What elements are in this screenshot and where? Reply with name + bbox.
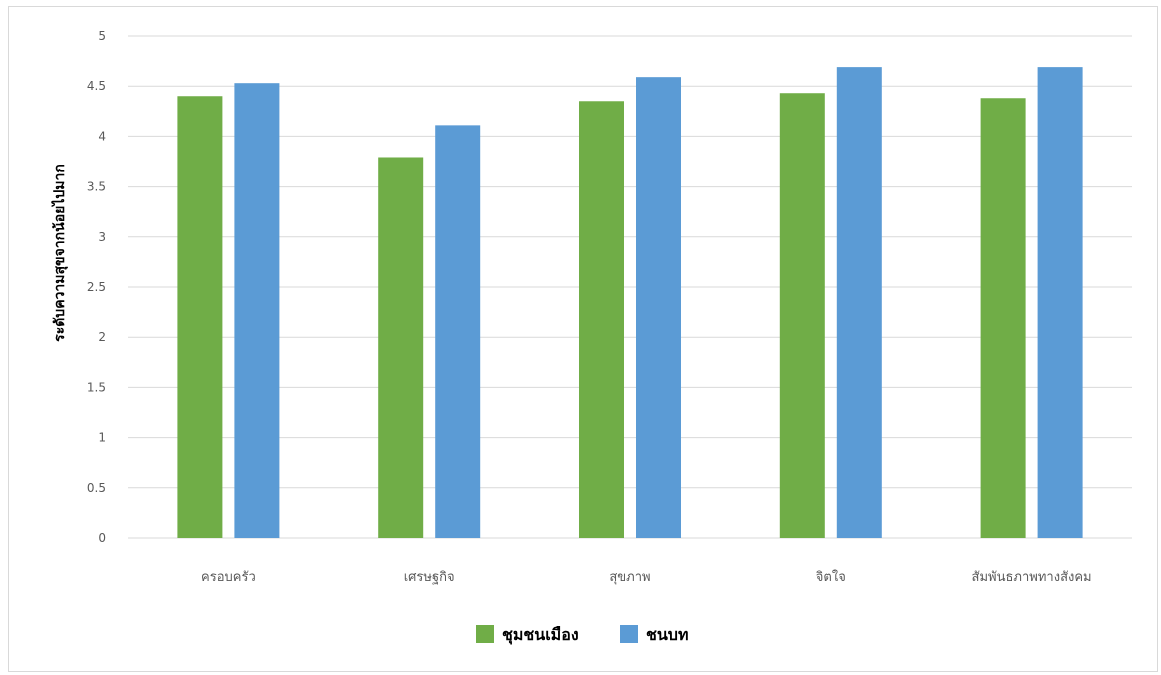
bar-urban	[378, 157, 424, 538]
x-category-label: สัมพันธภาพทางสังคม	[972, 570, 1092, 585]
y-tick-label: 4.5	[87, 79, 106, 93]
y-tick-label: 2	[98, 330, 106, 344]
y-tick-label: 3.5	[87, 180, 106, 194]
y-tick-label: 1.5	[87, 380, 106, 394]
x-category-label: จิตใจ	[815, 569, 845, 585]
gridlines	[128, 35, 1132, 539]
y-tick-label: 5	[98, 29, 106, 43]
y-tick-label: 3	[98, 230, 106, 244]
bar-urban	[579, 101, 624, 538]
y-tick-label: 1	[98, 431, 106, 445]
legend-swatch	[476, 625, 494, 643]
legend-swatch	[620, 625, 638, 643]
bar-rural	[636, 77, 681, 538]
legend-label: ชนบท	[646, 625, 689, 644]
legend: ชุมชนเมือง ชนบท	[476, 625, 689, 645]
bar-urban	[980, 98, 1026, 539]
y-tick-label: 0.5	[87, 481, 106, 495]
y-tick-label: 4	[98, 129, 106, 143]
x-category-label: เศรษฐกิจ	[404, 570, 455, 585]
bar-urban	[779, 93, 825, 538]
bar-rural	[1037, 67, 1083, 539]
y-tick-label: 2.5	[87, 280, 106, 294]
bar-rural	[234, 83, 280, 539]
legend-label: ชุมชนเมือง	[502, 625, 579, 645]
bar-urban	[177, 96, 223, 539]
bar-rural	[435, 125, 481, 538]
bars	[177, 67, 1083, 539]
x-category-label: ครอบครัว	[201, 570, 256, 585]
y-tick-label: 0	[98, 531, 106, 545]
x-axis-categories: ครอบครัว เศรษฐกิจ สุขภาพ จิตใจ สัมพันธภาพทาง…	[201, 569, 1092, 585]
y-axis-ticks: 0 0.5 1 1.5 2 2.5 3 3.5 4 4.5 5	[87, 29, 106, 545]
bar-rural	[836, 67, 882, 539]
x-category-label: สุขภาพ	[609, 570, 650, 585]
y-axis-label: ระดับความสุขจากน้อยไปมาก	[50, 164, 68, 342]
